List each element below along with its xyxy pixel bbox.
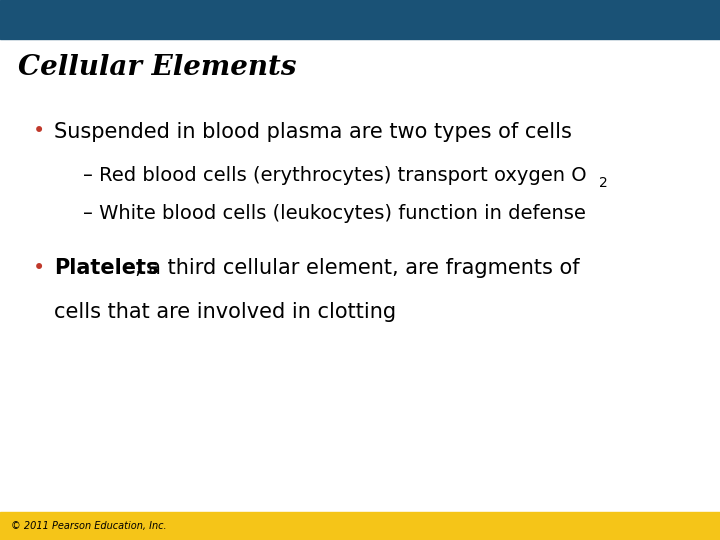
Text: Cellular Elements: Cellular Elements <box>18 54 297 81</box>
Text: •: • <box>32 258 45 278</box>
Text: cells that are involved in clotting: cells that are involved in clotting <box>54 302 396 322</box>
Text: © 2011 Pearson Education, Inc.: © 2011 Pearson Education, Inc. <box>11 521 166 531</box>
Text: , a third cellular element, are fragments of: , a third cellular element, are fragment… <box>135 258 580 278</box>
Bar <box>0 0 720 39</box>
Text: 2: 2 <box>599 176 608 190</box>
Text: Platelets: Platelets <box>54 258 158 278</box>
Text: •: • <box>32 122 45 141</box>
Text: – Red blood cells (erythrocytes) transport oxygen O: – Red blood cells (erythrocytes) transpo… <box>83 166 586 185</box>
Bar <box>0 512 720 540</box>
Text: – White blood cells (leukocytes) function in defense: – White blood cells (leukocytes) functio… <box>83 204 585 223</box>
Text: Suspended in blood plasma are two types of cells: Suspended in blood plasma are two types … <box>54 122 572 141</box>
